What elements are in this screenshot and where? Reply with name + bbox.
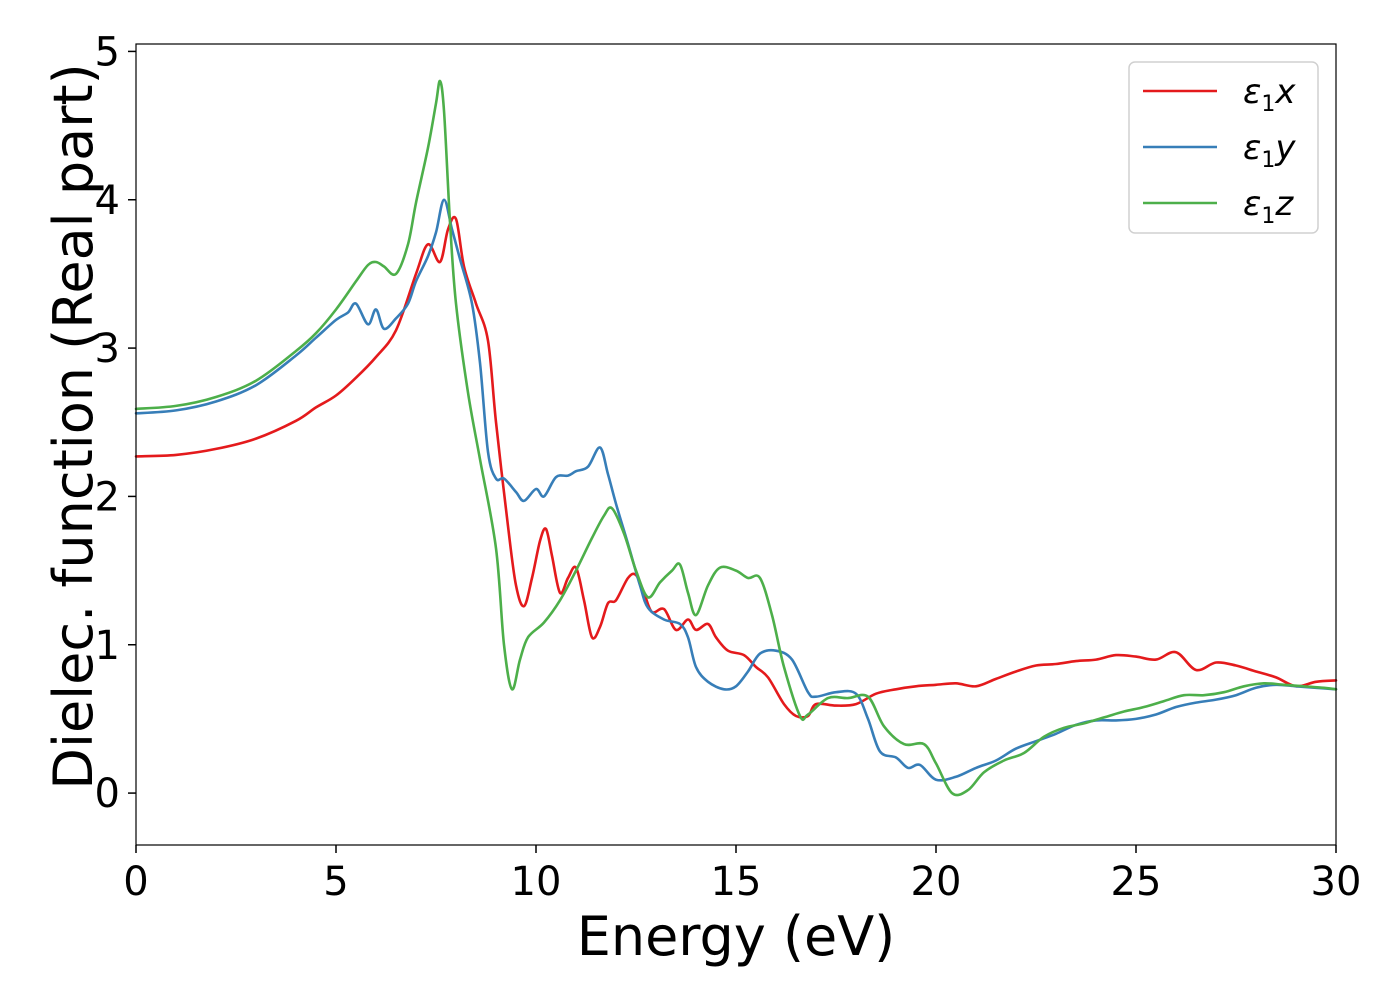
- x-tick-label: 15: [711, 859, 762, 905]
- x-tick-label: 30: [1311, 859, 1362, 905]
- legend-symbol: ε: [1243, 72, 1261, 112]
- x-tick-label: 5: [323, 859, 348, 905]
- x-tick-label: 25: [1111, 859, 1162, 905]
- legend-subscript: 1: [1261, 92, 1275, 117]
- y-tick-label: 0: [95, 771, 120, 817]
- legend-subscript: 1: [1261, 204, 1275, 229]
- legend-symbol: ε: [1243, 128, 1261, 168]
- legend-variable: z: [1274, 184, 1294, 224]
- legend-box: [1128, 61, 1319, 234]
- legend-symbol: ε: [1243, 184, 1261, 224]
- x-tick-label: 20: [911, 859, 962, 905]
- plot-frame: [135, 43, 1337, 846]
- legend-label: ε1x: [1243, 72, 1296, 117]
- series-layer: [134, 79, 1338, 797]
- series-line-y: [134, 198, 1338, 782]
- legend-label: ε1y: [1243, 128, 1296, 173]
- y-tick-label: 4: [95, 178, 120, 224]
- y-tick-label: 2: [95, 474, 120, 520]
- legend-variable: x: [1274, 72, 1296, 112]
- legend-label: ε1z: [1243, 184, 1294, 229]
- series-line-x: [134, 215, 1338, 719]
- legend-item-z: ε1z: [1143, 184, 1294, 229]
- y-axis-label: Dielec. function (Real part): [42, 63, 105, 789]
- x-tick-label: 10: [511, 859, 562, 905]
- y-tick-label: 3: [95, 326, 120, 372]
- x-axis-label: Energy (eV): [577, 905, 896, 968]
- legend-variable: y: [1274, 128, 1296, 168]
- legend-item-y: ε1y: [1143, 128, 1296, 173]
- legend-item-x: ε1x: [1143, 72, 1296, 117]
- x-tick-label: 0: [123, 859, 148, 905]
- legend-subscript: 1: [1261, 148, 1275, 173]
- tick-layer: 0 5 10 15 20 25 30 0 1 2 3 4 5: [95, 29, 1362, 905]
- series-line-z: [134, 79, 1338, 797]
- y-tick-label: 5: [95, 29, 120, 75]
- y-tick-label: 1: [95, 623, 120, 669]
